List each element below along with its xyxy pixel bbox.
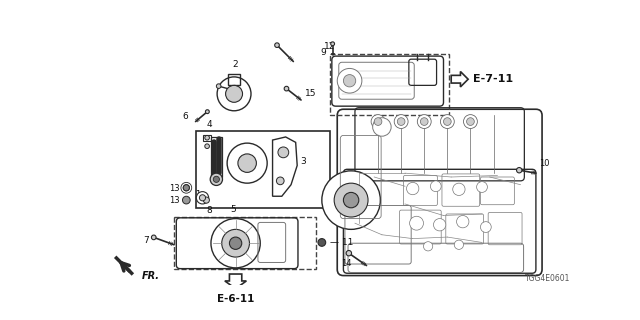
Text: 14: 14 <box>340 259 351 268</box>
Circle shape <box>182 196 190 204</box>
Circle shape <box>334 183 368 217</box>
Circle shape <box>216 84 221 88</box>
Circle shape <box>344 75 356 87</box>
Circle shape <box>371 115 385 129</box>
Circle shape <box>225 85 243 102</box>
Circle shape <box>346 251 351 256</box>
Circle shape <box>372 118 391 136</box>
Circle shape <box>278 147 289 158</box>
Bar <box>174 217 316 269</box>
Text: FR.: FR. <box>141 271 159 281</box>
Text: — 11: — 11 <box>330 238 353 247</box>
Text: 5: 5 <box>230 205 236 214</box>
Circle shape <box>344 192 359 208</box>
Circle shape <box>397 118 405 125</box>
Circle shape <box>152 235 156 240</box>
Text: 15: 15 <box>305 89 316 98</box>
Circle shape <box>205 110 209 114</box>
Text: 1: 1 <box>196 190 201 199</box>
Circle shape <box>467 118 474 125</box>
Text: E-6-11: E-6-11 <box>217 294 254 304</box>
Circle shape <box>431 181 441 192</box>
Circle shape <box>331 42 335 46</box>
Bar <box>204 135 211 141</box>
Text: 3: 3 <box>300 157 306 166</box>
Circle shape <box>444 118 451 125</box>
Circle shape <box>217 77 251 111</box>
Bar <box>330 54 449 116</box>
Circle shape <box>417 115 431 129</box>
Circle shape <box>200 195 205 201</box>
Circle shape <box>221 229 250 257</box>
Circle shape <box>456 215 469 228</box>
Circle shape <box>463 115 477 129</box>
Text: 13: 13 <box>170 184 180 193</box>
Text: 4: 4 <box>206 120 212 129</box>
Text: 8: 8 <box>206 206 212 215</box>
Circle shape <box>181 182 192 193</box>
Bar <box>211 137 221 177</box>
Circle shape <box>183 185 189 191</box>
Circle shape <box>420 118 428 125</box>
Circle shape <box>205 135 209 140</box>
Text: 13: 13 <box>170 196 180 204</box>
Text: 9: 9 <box>320 48 326 57</box>
Circle shape <box>183 185 189 191</box>
Circle shape <box>481 222 492 232</box>
Circle shape <box>227 143 267 183</box>
Circle shape <box>318 239 326 246</box>
Circle shape <box>337 68 362 93</box>
Text: E-7-11: E-7-11 <box>473 74 513 84</box>
Circle shape <box>452 183 465 196</box>
Circle shape <box>394 115 408 129</box>
Circle shape <box>406 182 419 195</box>
Circle shape <box>424 242 433 251</box>
Circle shape <box>275 43 279 47</box>
Circle shape <box>230 237 242 249</box>
Circle shape <box>204 197 209 203</box>
Circle shape <box>410 216 424 230</box>
Text: 2: 2 <box>233 60 239 69</box>
Circle shape <box>454 240 463 249</box>
Text: 6: 6 <box>182 112 188 121</box>
Bar <box>228 74 240 84</box>
Circle shape <box>374 118 382 125</box>
Circle shape <box>211 219 260 268</box>
Text: 10: 10 <box>539 159 550 168</box>
Circle shape <box>322 171 380 229</box>
Circle shape <box>205 144 209 148</box>
Circle shape <box>210 173 223 186</box>
Text: TGG4E0601: TGG4E0601 <box>525 274 570 283</box>
Circle shape <box>516 167 522 173</box>
Circle shape <box>196 192 209 204</box>
Circle shape <box>284 86 289 91</box>
Circle shape <box>440 115 454 129</box>
Text: 7: 7 <box>143 236 149 245</box>
Text: 12: 12 <box>324 42 335 51</box>
Circle shape <box>433 219 446 231</box>
Bar <box>196 131 330 208</box>
Circle shape <box>276 177 284 185</box>
Circle shape <box>477 182 488 192</box>
Circle shape <box>213 176 220 182</box>
Circle shape <box>238 154 257 172</box>
